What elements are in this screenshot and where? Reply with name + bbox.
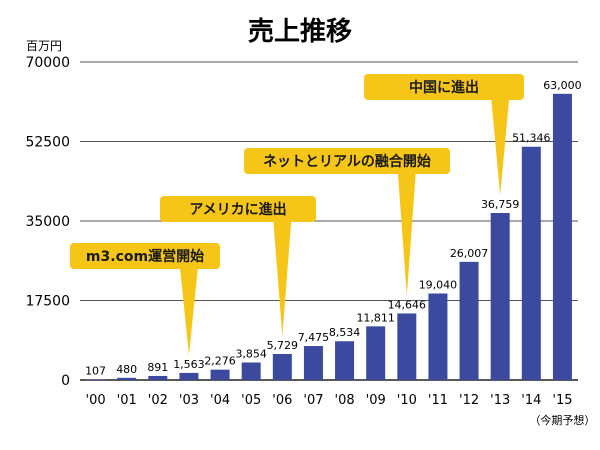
bar	[335, 341, 355, 380]
callout-box	[244, 148, 450, 174]
bar	[117, 377, 137, 380]
data-label: 36,759	[481, 198, 520, 211]
callout-box	[160, 196, 316, 222]
data-label: 891	[147, 361, 168, 374]
x-tick-label: '04	[210, 393, 230, 408]
x-tick-label: '11	[428, 393, 448, 408]
forecast-note: （今期予想）	[529, 413, 595, 427]
data-label: 19,040	[419, 279, 458, 292]
y-unit-label: 百万円	[26, 39, 62, 53]
data-label: 26,007	[450, 247, 489, 260]
x-tick-label: '06	[272, 393, 292, 408]
bar	[179, 372, 199, 380]
bar	[521, 146, 541, 380]
bar	[397, 313, 417, 380]
callout-pointer	[273, 220, 292, 336]
bar	[552, 93, 572, 381]
annotation-callout: 中国に進出	[364, 74, 524, 196]
y-tick-label: 52500	[25, 135, 70, 151]
bar	[272, 353, 292, 380]
x-tick-label: '08	[335, 393, 355, 408]
data-label: 3,854	[235, 347, 267, 360]
bar	[459, 261, 479, 380]
x-tick-label: '10	[397, 393, 417, 408]
data-label: 107	[85, 365, 106, 378]
chart-title: 売上推移	[248, 17, 352, 47]
callout-box	[364, 74, 524, 100]
x-tick-label: '01	[117, 393, 137, 408]
data-label: 63,000	[543, 79, 582, 92]
callout-pointer	[397, 172, 416, 296]
x-tick-label: '03	[179, 393, 199, 408]
callout-pointer	[179, 267, 198, 355]
bars	[86, 93, 572, 381]
x-tick-label: '15	[552, 393, 572, 408]
x-tick-label: '14	[521, 393, 541, 408]
annotation-callout: m3.com運営開始	[70, 243, 220, 355]
bar	[490, 213, 510, 380]
data-label: 7,475	[298, 331, 330, 344]
data-label: 1,563	[173, 358, 205, 371]
bar	[210, 369, 230, 380]
x-tick-label: '02	[148, 393, 168, 408]
bar	[303, 346, 323, 380]
data-label: 14,646	[388, 298, 427, 311]
x-tick-label: '09	[366, 393, 386, 408]
x-tick-label: '05	[241, 393, 261, 408]
data-label: 11,811	[356, 311, 395, 324]
callout-text: アメリカに進出	[189, 201, 286, 218]
y-tick-label: 17500	[25, 294, 70, 310]
callout-text: m3.com運営開始	[86, 248, 204, 265]
callout-text: ネットとリアルの融合開始	[263, 153, 431, 170]
y-tick-label: 70000	[25, 55, 70, 71]
bar	[148, 375, 168, 380]
data-label: 8,534	[329, 326, 361, 339]
data-label: 2,276	[204, 355, 236, 368]
data-label: 5,729	[267, 339, 299, 352]
callout-text: 中国に進出	[409, 79, 479, 96]
data-label: 480	[116, 363, 137, 376]
x-tick-label: '00	[86, 393, 106, 408]
bar	[241, 362, 261, 380]
bar	[86, 379, 106, 381]
annotation-callout: ネットとリアルの融合開始	[244, 148, 450, 296]
annotation-callout: アメリカに進出	[160, 196, 316, 336]
y-tick-label: 35000	[25, 214, 70, 230]
bar	[366, 326, 386, 380]
annotations: m3.com運営開始 アメリカに進出 ネットとリアルの融合開始 中国に進出	[70, 74, 524, 355]
x-tick-label: '12	[459, 393, 479, 408]
callout-box	[70, 243, 220, 269]
x-tick-label: '13	[490, 393, 510, 408]
callout-pointer	[491, 98, 510, 196]
x-axis-ticks: '00 '01 '02 '03 '04 '05 '06 '07 '08 '09 '10 '11 '12 '…	[86, 393, 573, 408]
y-tick-label: 0	[61, 373, 70, 389]
bar	[428, 293, 448, 380]
data-label: 51,346	[512, 132, 551, 145]
x-tick-label: '07	[303, 393, 323, 408]
y-axis-ticks: 0 17500 35000 52500 70000	[25, 55, 70, 389]
